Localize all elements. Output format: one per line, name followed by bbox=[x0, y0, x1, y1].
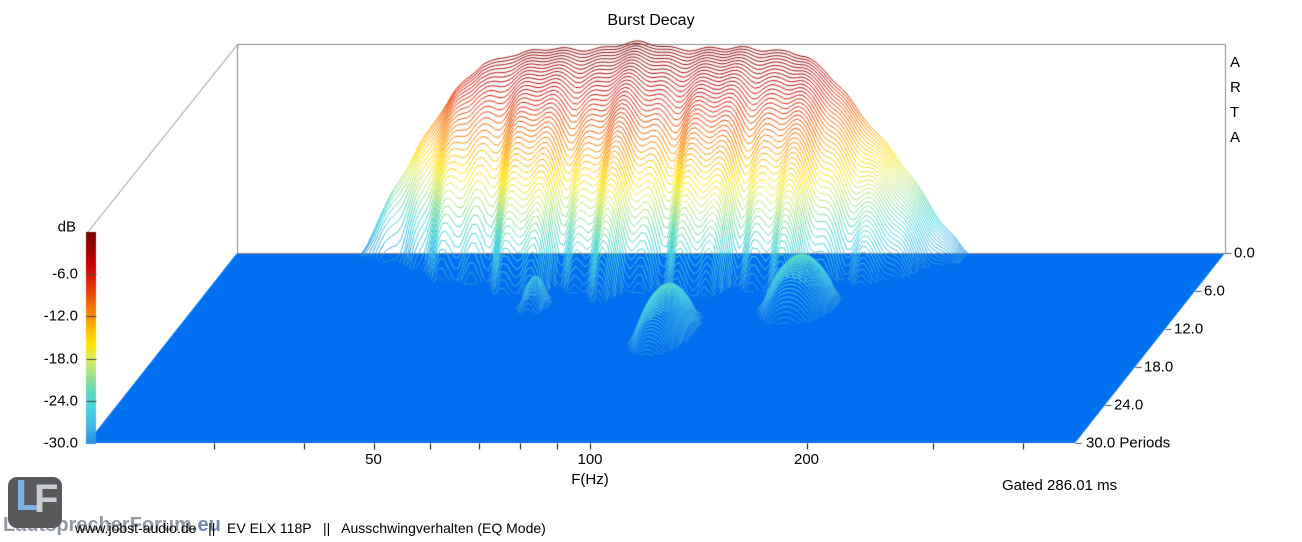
periods-tick-label: 30.0 Periods bbox=[1086, 434, 1171, 452]
periods-tick-label: 0.0 bbox=[1234, 244, 1255, 262]
page-title: Burst Decay bbox=[607, 12, 695, 29]
db-tick-label: -18.0 bbox=[43, 350, 78, 368]
frequency-axis-title: F(Hz) bbox=[571, 471, 609, 488]
gate-time-label: Gated 286.01 ms bbox=[1002, 477, 1118, 494]
watermark-tld: .eu bbox=[191, 514, 221, 536]
arta-letter: A bbox=[1230, 54, 1241, 71]
logo-letter-f: F bbox=[34, 477, 59, 521]
lautsprecherforum-logo: L F bbox=[8, 471, 62, 528]
periods-tick-label: 6.0 bbox=[1204, 282, 1225, 300]
db-tick-label: -24.0 bbox=[43, 392, 78, 410]
arta-letter: A bbox=[1230, 129, 1241, 146]
db-axis-unit: dB bbox=[57, 218, 76, 236]
db-tick-label: -30.0 bbox=[43, 434, 78, 452]
periods-tick-label: 24.0 bbox=[1114, 396, 1144, 414]
arta-letter: T bbox=[1230, 104, 1240, 121]
arta-letter: R bbox=[1230, 79, 1241, 96]
periods-tick-label: 12.0 bbox=[1174, 320, 1204, 338]
db-tick-label: -12.0 bbox=[43, 307, 78, 325]
periods-tick-label: 18.0 bbox=[1144, 358, 1174, 376]
logo-letter-l: L bbox=[15, 471, 42, 520]
measurement-info-line: www.jobst-audio.de || EV ELX 118P || Aus… bbox=[75, 520, 546, 536]
frequency-tick-label: 200 bbox=[793, 451, 820, 468]
db-tick-label: -6.0 bbox=[52, 265, 78, 283]
frequency-tick-label: 100 bbox=[577, 451, 603, 468]
frequency-tick-label: 50 bbox=[365, 451, 382, 468]
